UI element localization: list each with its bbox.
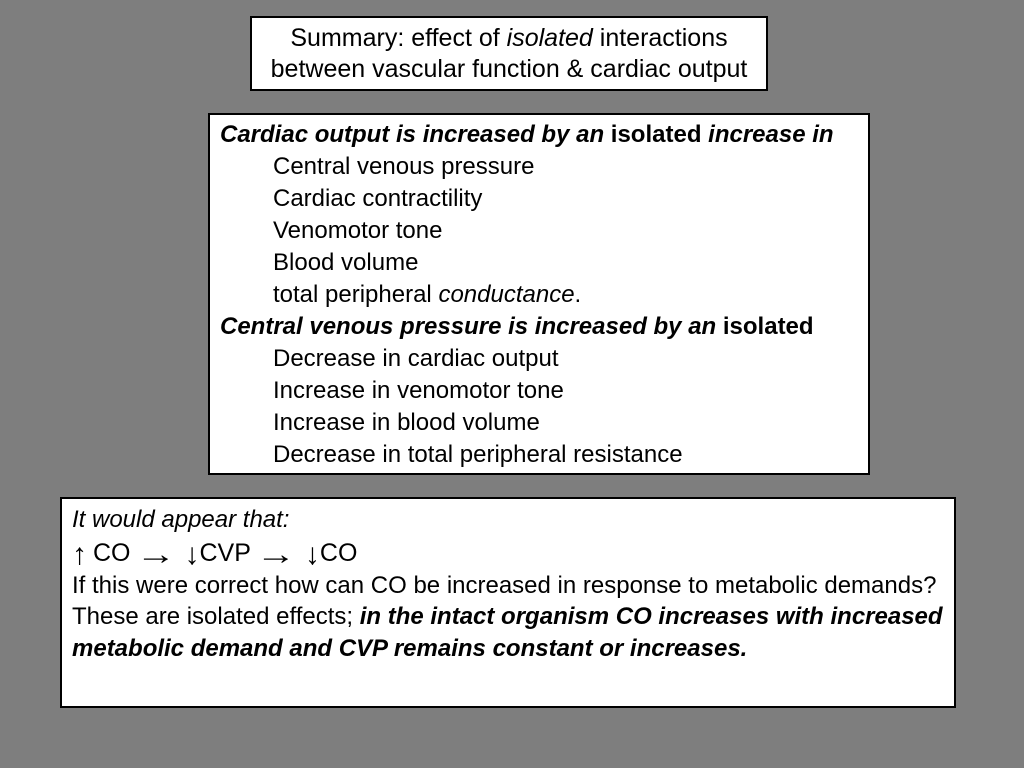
- list-item: Increase in venomotor tone: [273, 377, 564, 404]
- slide-title-line-2: between vascular function & cardiac outp…: [270, 55, 748, 83]
- heading1-pre: Cardiac output is increased by an: [220, 121, 611, 148]
- list-item: Cardiac contractility: [273, 185, 483, 212]
- question-line: If this were correct how can CO be incre…: [72, 572, 937, 599]
- summary-box: Cardiac output is increased by an isolat…: [208, 113, 870, 475]
- list-item-total-peripheral: total peripheral conductance.: [220, 279, 858, 311]
- title-text-italic: isolated: [506, 24, 593, 52]
- formula-line: ↑ CO → ↓CVP → ↓CO: [72, 538, 358, 571]
- final-pre: These are isolated effects;: [72, 603, 360, 630]
- formula-co-1: CO: [93, 539, 131, 567]
- formula-co-2: CO: [319, 539, 358, 567]
- final-emphasis: in the intact organism CO increases with…: [72, 603, 943, 662]
- list-item: Decrease in total peripheral resistance: [273, 441, 683, 468]
- heading2-bold: isolated: [722, 313, 814, 340]
- formula-cvp: CVP: [199, 539, 251, 567]
- heading1-bold: isolated: [610, 121, 702, 148]
- tpc-italic: conductance: [438, 281, 575, 308]
- list-item: Increase in blood volume: [273, 409, 540, 436]
- heading1-post: increase in: [701, 121, 834, 148]
- heading2-pre: Central venous pressure is increased by …: [220, 313, 723, 340]
- final-statement: These are isolated effects; in the intac…: [72, 601, 944, 665]
- tpc-pre: total peripheral: [273, 281, 439, 308]
- list-item: Blood volume: [273, 249, 419, 276]
- cvp-increase-heading: Central venous pressure is increased by …: [220, 311, 858, 343]
- intro-line: It would appear that:: [72, 506, 290, 533]
- title-box: Summary: effect of isolated interactions…: [250, 16, 768, 91]
- list-item: Decrease in cardiac output: [273, 345, 559, 372]
- co-increase-heading: Cardiac output is increased by an isolat…: [220, 119, 858, 151]
- tpc-post: .: [574, 281, 582, 308]
- title-text-pre: Summary: effect of: [290, 24, 507, 52]
- title-text-post: interactions: [592, 24, 728, 52]
- list-item: Central venous pressure: [273, 153, 535, 180]
- slide-title-line-1: Summary: effect of isolated interactions: [252, 23, 766, 54]
- conclusion-box: It would appear that: ↑ CO → ↓CVP → ↓CO If th…: [60, 497, 956, 708]
- list-item: Venomotor tone: [273, 217, 443, 244]
